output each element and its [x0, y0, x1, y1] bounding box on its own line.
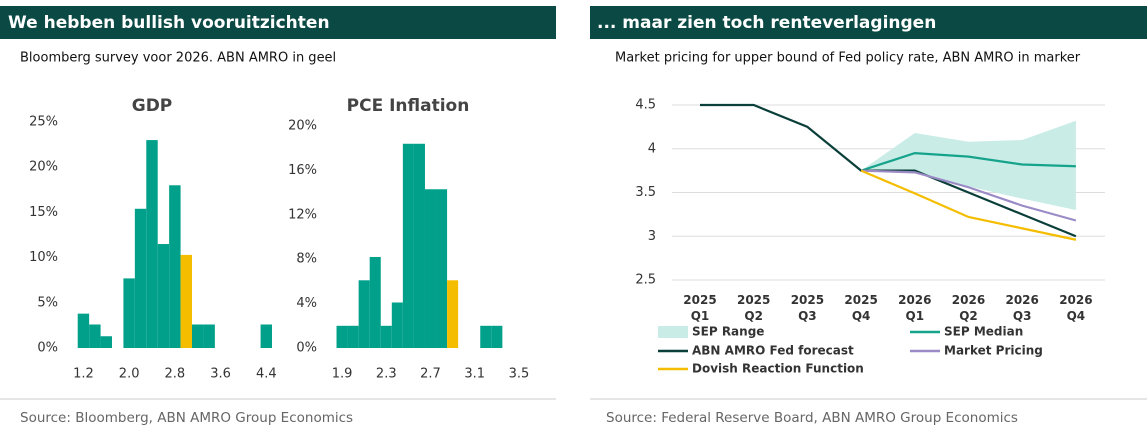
header-bar [0, 6, 556, 39]
x-tick-label: 3.5 [509, 367, 530, 382]
subtitle: Market pricing for upper bound of Fed po… [615, 51, 1081, 66]
legend-label: SEP Range [692, 325, 764, 339]
bar [260, 324, 272, 348]
bar [380, 325, 392, 348]
y-tick-label: 20% [29, 160, 58, 175]
x-tick-label: 2.0 [119, 367, 140, 382]
legend-label: ABN AMRO Fed forecast [692, 344, 854, 358]
series-line [860, 152, 1076, 172]
x-tick-label: 2026 Q4 [1059, 293, 1093, 323]
y-tick-label: 4 [648, 141, 656, 156]
bar [347, 325, 359, 348]
y-tick-label: 10% [29, 250, 58, 265]
bar [391, 302, 403, 348]
legend-label: SEP Median [944, 325, 1023, 339]
range-band [861, 120, 1076, 210]
x-tick-label: 2026 Q1 [898, 293, 932, 323]
y-tick-label: 20% [288, 119, 317, 134]
x-tick-label: 3.1 [464, 367, 485, 382]
bar [447, 280, 459, 348]
y-tick-label: 25% [29, 115, 58, 130]
header: We hebben bullish vooruitzichten [8, 13, 330, 33]
x-tick-label: 1.9 [332, 367, 353, 382]
source: Source: Bloomberg, ABN AMRO Group Econom… [20, 410, 353, 426]
x-tick-label: 2025 Q3 [790, 293, 825, 323]
bar [480, 325, 492, 348]
legend-swatch [658, 326, 688, 338]
y-tick-label: 15% [29, 205, 58, 220]
x-tick-label: 3.6 [210, 367, 231, 382]
bar [358, 280, 370, 348]
y-tick-label: 3.5 [635, 185, 656, 200]
bar [77, 313, 90, 348]
x-tick-label: 2026 Q2 [951, 293, 986, 323]
source: Source: Federal Reserve Board, ABN AMRO … [606, 410, 1018, 426]
y-tick-label: 4% [296, 296, 317, 311]
y-tick-label: 4.5 [635, 98, 656, 113]
chart-title: GDP [132, 96, 173, 116]
y-tick-label: 8% [296, 252, 317, 267]
bar [146, 140, 158, 348]
bar [169, 185, 181, 348]
bar [336, 325, 348, 348]
y-tick-label: 12% [288, 207, 317, 222]
chart-title: PCE Inflation [347, 96, 470, 116]
header: ... maar zien toch renteverlagingen [597, 13, 936, 33]
x-tick-label: 2.7 [420, 367, 441, 382]
bar [369, 256, 381, 348]
bar [157, 244, 170, 348]
bar [100, 336, 112, 348]
bar [89, 324, 101, 348]
bar [134, 208, 147, 348]
subtitle: Bloomberg survey voor 2026. ABN AMRO in … [20, 51, 336, 66]
bar [413, 143, 425, 348]
bar [424, 189, 437, 348]
x-tick-label: 2.8 [165, 367, 186, 382]
bar [436, 189, 448, 348]
bar [192, 324, 204, 348]
y-tick-label: 16% [288, 163, 317, 178]
x-tick-label: 2025 Q1 [683, 293, 717, 323]
x-tick-label: 2025 Q2 [736, 293, 771, 323]
header-bar [590, 6, 1147, 39]
bar [203, 324, 215, 348]
y-tick-label: 0% [296, 341, 317, 356]
series-line [860, 169, 1077, 241]
legend-label: Dovish Reaction Function [692, 362, 864, 376]
x-tick-label: 2026 Q3 [1005, 293, 1039, 323]
bar [180, 254, 192, 348]
x-tick-label: 2025 Q4 [844, 293, 878, 323]
y-tick-label: 0% [37, 341, 58, 356]
series-line [861, 169, 1077, 222]
bar [491, 325, 503, 348]
y-tick-label: 5% [37, 295, 58, 310]
y-tick-label: 2.5 [635, 273, 656, 288]
x-tick-label: 1.2 [73, 367, 94, 382]
x-tick-label: 4.4 [256, 367, 277, 382]
bar [402, 143, 414, 348]
bar [123, 278, 135, 348]
x-tick-label: 2.3 [376, 367, 397, 382]
legend-label: Market Pricing [944, 344, 1043, 358]
y-tick-label: 3 [648, 229, 656, 244]
